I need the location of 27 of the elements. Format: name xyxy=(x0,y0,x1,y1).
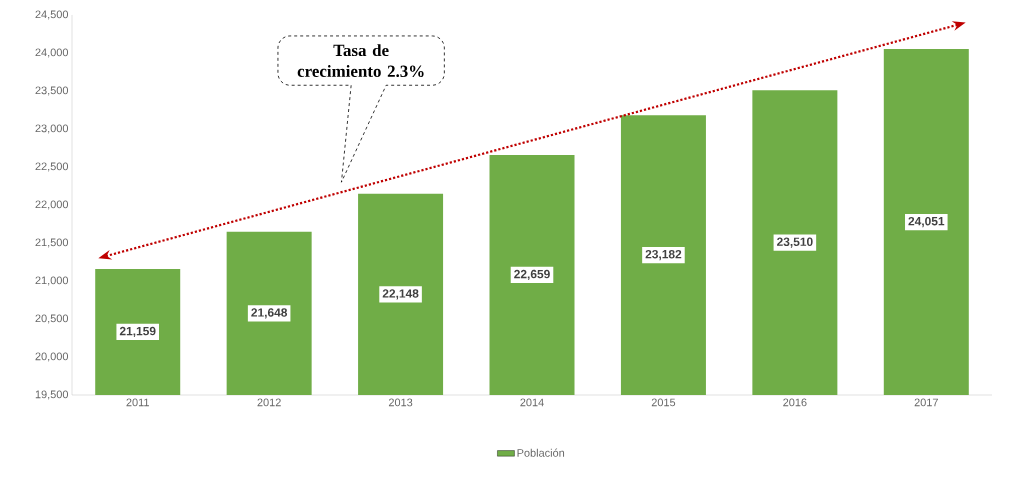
y-tick-label: 22,500 xyxy=(35,162,69,172)
y-tick-label: 21,000 xyxy=(35,276,69,286)
y-tick-label: 24,500 xyxy=(35,10,69,20)
y-tick-label: 23,000 xyxy=(35,124,69,134)
x-tick-label: 2016 xyxy=(783,398,807,407)
data-label: 24,051 xyxy=(908,216,945,228)
legend-label: Población xyxy=(517,448,565,457)
data-label: 23,510 xyxy=(777,237,813,248)
x-tick-label: 2014 xyxy=(520,398,544,407)
data-label: 22,659 xyxy=(514,269,550,281)
x-tick-label: 2017 xyxy=(914,398,938,407)
x-tick-label: 2011 xyxy=(126,398,149,407)
y-tick-label: 23,500 xyxy=(35,86,69,96)
y-tick-label: 21,500 xyxy=(35,238,69,248)
data-label: 21,159 xyxy=(119,326,156,338)
x-tick-label: 2013 xyxy=(388,398,413,407)
annotation: Tasa de crecimiento 2.3% xyxy=(297,44,424,78)
x-tick-label: 2015 xyxy=(651,398,676,407)
data-label: 23,182 xyxy=(645,249,682,261)
data-label: 22,148 xyxy=(382,289,419,300)
y-tick-label: 20,500 xyxy=(35,314,69,324)
y-tick-label: 20,000 xyxy=(35,352,69,362)
y-tick-label: 19,500 xyxy=(35,390,69,400)
y-tick-label: 24,000 xyxy=(35,48,69,58)
x-tick-label: 2012 xyxy=(257,398,281,407)
y-tick-label: 22,000 xyxy=(35,200,69,210)
data-label: 21,648 xyxy=(251,308,288,319)
